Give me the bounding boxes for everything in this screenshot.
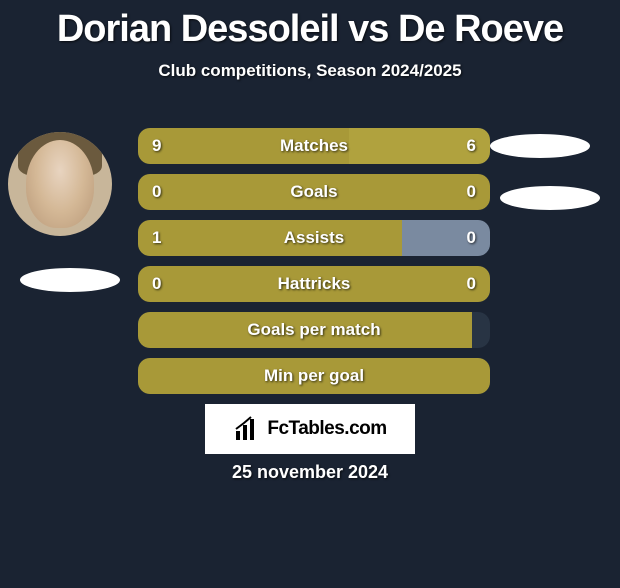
stat-value-right: 0 xyxy=(467,266,476,302)
subtitle: Club competitions, Season 2024/2025 xyxy=(0,61,620,81)
stat-bar-right xyxy=(402,220,490,256)
stat-value-left: 9 xyxy=(152,128,161,164)
stat-value-left: 0 xyxy=(152,266,161,302)
stat-bar-left xyxy=(138,174,490,210)
stat-value-right: 0 xyxy=(467,220,476,256)
placeholder-oval-left xyxy=(20,268,120,292)
stat-row-matches: 96Matches xyxy=(138,128,490,164)
player-left-avatar xyxy=(8,132,112,236)
placeholder-oval-right-1 xyxy=(490,134,590,158)
stat-bars: 96Matches00Goals10Assists00HattricksGoal… xyxy=(138,128,490,404)
stat-row-min-per-goal: Min per goal xyxy=(138,358,490,394)
logo-text: FcTables.com xyxy=(267,418,386,440)
stat-row-hattricks: 00Hattricks xyxy=(138,266,490,302)
stat-value-right: 6 xyxy=(467,128,476,164)
placeholder-oval-right-2 xyxy=(500,186,600,210)
fctables-logo: FcTables.com xyxy=(205,404,415,454)
stat-bar-left xyxy=(138,312,472,348)
page-title: Dorian Dessoleil vs De Roeve xyxy=(0,8,620,51)
stat-row-goals: 00Goals xyxy=(138,174,490,210)
stat-bar-left xyxy=(138,128,349,164)
stat-bar-left xyxy=(138,266,490,302)
date-text: 25 november 2024 xyxy=(0,462,620,483)
chart-icon xyxy=(233,415,261,443)
stat-value-right: 0 xyxy=(467,174,476,210)
stat-value-left: 1 xyxy=(152,220,161,256)
stat-bar-left xyxy=(138,358,490,394)
stat-value-left: 0 xyxy=(152,174,161,210)
stat-row-goals-per-match: Goals per match xyxy=(138,312,490,348)
stat-bar-left xyxy=(138,220,402,256)
stat-row-assists: 10Assists xyxy=(138,220,490,256)
